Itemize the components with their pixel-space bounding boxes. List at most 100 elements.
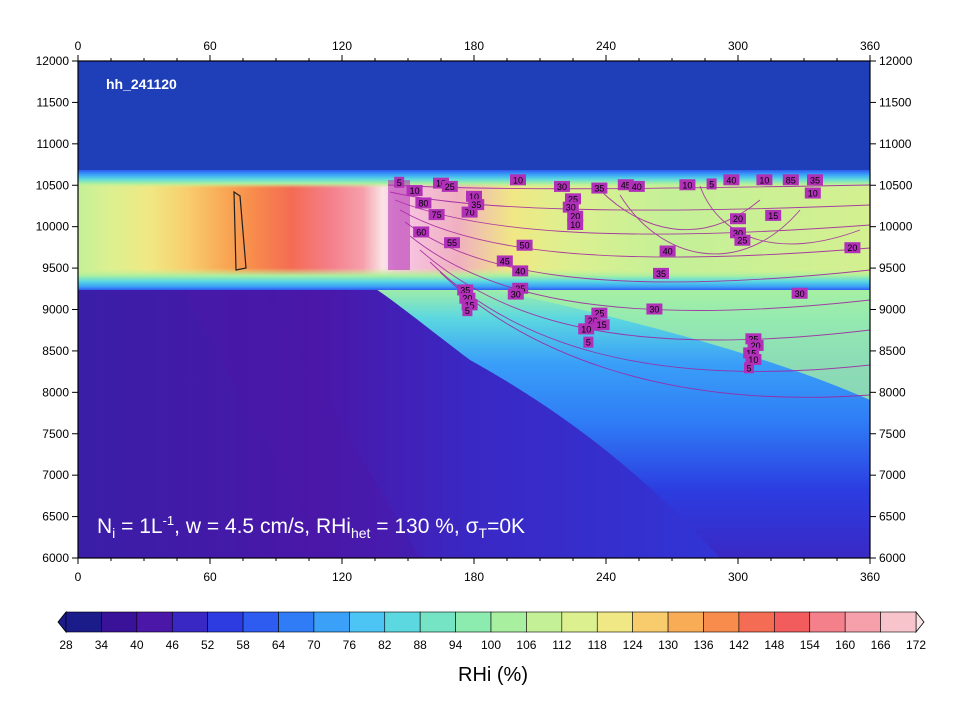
contour-label: 30 [566,203,576,213]
contour-label-box [441,180,458,192]
x-tick-label-top: 0 [75,39,82,53]
contour-label: 20 [751,341,761,351]
contour-label: 25 [737,236,747,246]
y-tick-label-left: 11500 [37,95,70,109]
colorbar-high-triangle [915,610,925,634]
colorbar-segment [278,611,315,633]
contour-label: 70 [465,208,475,218]
contour-label: 10 [513,175,523,185]
y-tick-label-right: 11500 [879,95,912,109]
contour-label: 10 [682,180,692,190]
colorbar-segment [632,611,669,633]
colorbar-level-label: 70 [307,638,321,652]
contour-label: 35 [656,269,666,279]
contour-label: 10 [808,189,818,199]
contour-label: 10 [410,186,420,196]
colorbar-level-label: 154 [800,638,820,652]
colorbar-level-label: 34 [95,638,109,652]
y-tick-label-left: 6000 [42,551,69,565]
colorbar-level-label: 100 [481,638,501,652]
contour-label: 25 [748,334,758,344]
contour-label-box [512,282,529,294]
y-tick-label-right: 11000 [879,137,912,151]
contour-label: 25 [568,194,578,204]
colorbar-level-label: 124 [623,638,643,652]
contour-label: 15 [597,320,607,330]
colorbar-segment [171,611,208,633]
contour-label-box [457,284,474,296]
trajectory-outline [233,190,247,271]
contour-label: 40 [515,266,525,276]
colorbar: 28 34 40 46 52 58 64 70 76 82 88 94 100 106 112 118 124 1… [57,610,926,652]
contour-label-box [512,265,529,277]
y-tick-label-left: 9500 [42,261,69,275]
colorbar-level-label: 58 [236,638,250,652]
contour-label: 20 [570,212,580,222]
x-tick-label-top: 60 [203,39,217,53]
contour-label: 55 [447,238,457,248]
x-tick-label-bottom: 300 [728,570,748,584]
colorbar-level-label: 40 [130,638,144,652]
colorbar-level-label: 172 [906,638,926,652]
contour-label-box [394,176,405,188]
contour-label: 5 [586,338,591,348]
x-tick-label-bottom: 360 [860,570,880,584]
colorbar-segment [419,611,456,633]
y-tick-label-left: 8500 [42,344,69,358]
parameter-annotation: Ni = 1L-1, w = 4.5 cm/s, RHihet = 130 %,… [97,513,525,541]
contour-label-box [459,292,476,304]
contour-label-box [743,347,760,359]
contour-labels: 5108075706055504540353035201551025103510… [394,174,861,374]
colorbar-segment [561,611,598,633]
contour-label-box [554,180,570,192]
colorbar-low-triangle [57,610,67,634]
layer-top-edge [78,170,870,188]
x-tick-label-bottom: 180 [464,570,484,584]
contour-label: 40 [632,182,642,192]
contour-label-box [782,174,799,186]
colorbar-level-label: 148 [764,638,784,652]
colorbar-level-label: 130 [658,638,678,652]
contour-label-box [807,174,823,186]
x-tick-label-bottom: 0 [75,570,82,584]
y-tick-label-left: 8000 [42,385,69,399]
contour-label-box [659,245,676,257]
colorbar-segment [384,611,421,633]
contour-label: 75 [432,210,442,220]
colorbar-level-label: 118 [588,638,607,652]
colorbar-level-label: 112 [552,638,571,652]
contour-label-box [507,288,524,300]
colorbar-segment [490,611,527,633]
colorbar-level-label: 64 [272,638,286,652]
contour-label-box [406,185,423,197]
colorbar-segment [207,611,244,633]
contour-label-box [444,237,460,249]
contour-label-box [844,242,861,254]
colorbar-segment [774,611,811,633]
x-tick-label-top: 180 [464,39,484,53]
contour-label: 25 [594,309,604,319]
colorbar-level-label: 76 [343,638,357,652]
contour-label-box [428,209,445,221]
x-tick-label-top: 300 [728,39,748,53]
contour-label: 45 [500,256,510,266]
contour-label-box [466,190,482,202]
y-tick-label-right: 8500 [879,344,906,358]
colorbar-segment [844,611,881,633]
x-tick-label-bottom: 120 [332,570,352,584]
y-tick-label-right: 12000 [879,54,913,68]
layer-bottom-edge [78,268,870,290]
colorbar-segment [349,611,386,633]
contour-label-box [516,239,533,251]
contour-label-box [510,174,526,186]
colorbar-level-label: 52 [201,638,215,652]
contour-label: 80 [418,198,428,208]
colorbar-level-label: 166 [871,638,891,652]
colorbar-segment [738,611,775,633]
contour-label-box [745,354,762,366]
contour-label-box [461,206,478,218]
contour-label: 20 [462,294,472,304]
contour-label: 10 [570,220,580,230]
contour-label-box [562,201,579,213]
